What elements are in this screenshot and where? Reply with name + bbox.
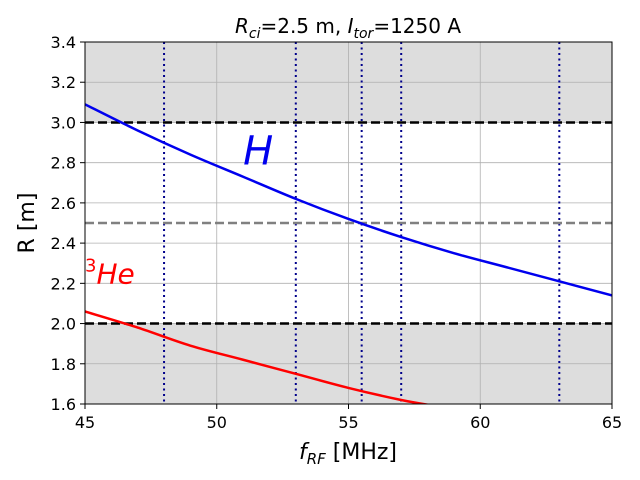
y-tick-label-4: 2.4 bbox=[51, 234, 76, 253]
x-tick-label-2: 55 bbox=[338, 413, 358, 432]
y-axis-label: R [m] bbox=[15, 193, 40, 254]
y-tick-label-3: 2.2 bbox=[51, 274, 76, 293]
y-tick-label-8: 3.2 bbox=[51, 73, 76, 92]
series-label-3he: 3He bbox=[85, 255, 135, 290]
y-tick-label-5: 2.6 bbox=[51, 194, 76, 213]
chart-title: Rci=2.5 m, Itor=1250 A bbox=[235, 14, 461, 42]
x-tick-label-3: 60 bbox=[470, 413, 490, 432]
y-tick-label-1: 1.8 bbox=[51, 355, 76, 374]
x-tick-label-0: 45 bbox=[75, 413, 95, 432]
y-tick-label-9: 3.4 bbox=[51, 33, 76, 52]
x-tick-label-1: 50 bbox=[207, 413, 227, 432]
plot-area: 45 50 55 60 65 1.6 1.8 2.0 2.2 2.4 2.6 2.8 3.0 3.2 3.4 bbox=[51, 33, 623, 432]
y-tick-label-0: 1.6 bbox=[51, 395, 76, 414]
series-line-3he bbox=[85, 310, 431, 404]
series-label-h: H bbox=[243, 129, 273, 175]
y-tick-label-2: 2.0 bbox=[51, 315, 76, 334]
y-tick-label-7: 3.0 bbox=[51, 113, 76, 132]
x-axis-label: fRF [MHz] bbox=[299, 440, 397, 468]
x-tick-label-4: 65 bbox=[602, 413, 622, 432]
y-tick-label-6: 2.8 bbox=[51, 154, 76, 173]
chart-text: Rci=2.5 m, Itor=1250 A fRF [MHz] R [m] H… bbox=[15, 14, 461, 468]
series-line-h bbox=[85, 103, 612, 297]
